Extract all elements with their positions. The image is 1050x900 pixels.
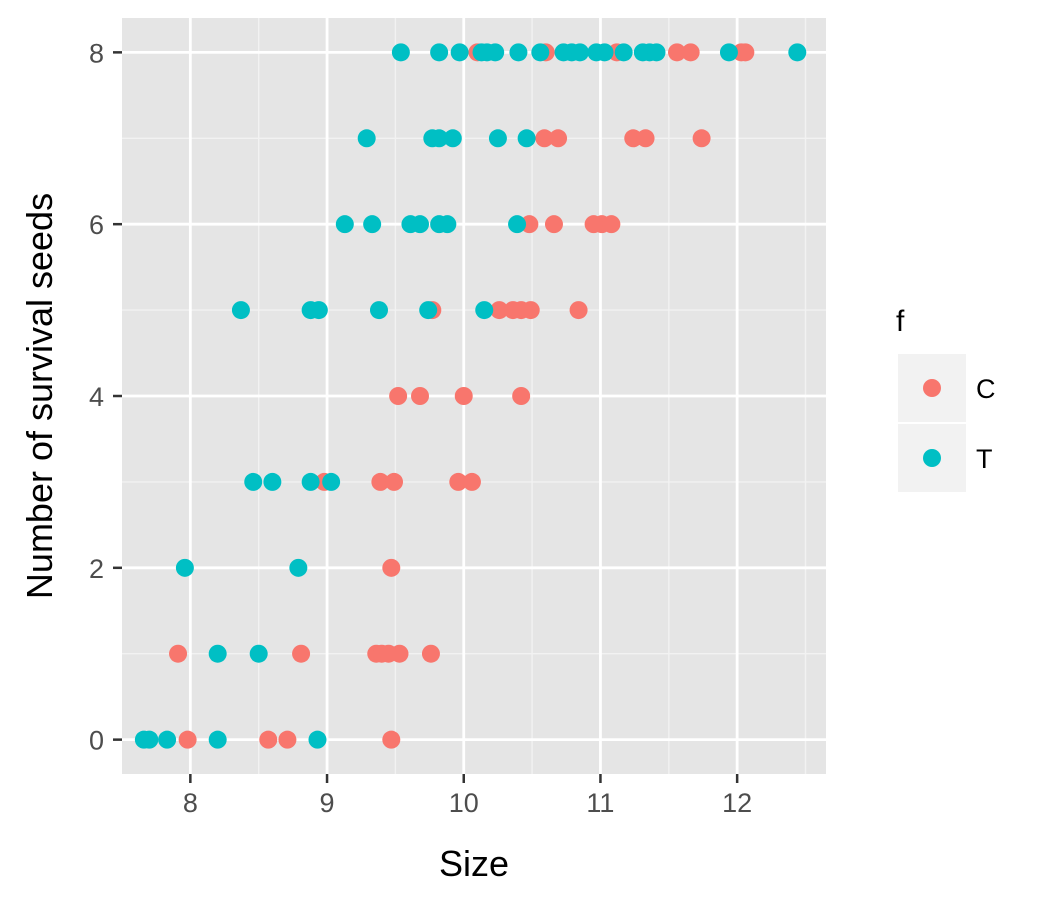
data-point-T [647,43,666,62]
data-point-T [391,43,410,62]
data-point-T [450,43,469,62]
data-point-C [736,43,755,62]
data-point-C [535,129,554,148]
data-point-T [475,301,494,320]
data-point-T [430,129,449,148]
major-gridlines [122,18,826,774]
legend-label-C: C [976,374,996,404]
data-point-T [595,43,614,62]
data-point-T [508,215,527,234]
data-point-C [624,129,643,148]
x-tick-label: 9 [320,788,335,818]
y-axis-title: Number of survival seeds [19,193,60,599]
y-tick-label: 4 [89,382,104,412]
x-tick-label: 11 [586,788,614,818]
legend-items: CT [898,354,996,492]
data-point-T [208,644,227,663]
data-point-T [289,558,308,577]
data-point-T [570,43,589,62]
y-tick-label: 8 [89,38,104,68]
data-point-C [411,387,430,405]
data-point-T [308,730,327,749]
legend-label-T: T [976,444,993,474]
data-point-T [430,43,449,62]
data-point-T [411,215,430,234]
data-point-C [544,215,563,234]
data-point-C [390,644,409,663]
data-point-C [259,730,278,749]
data-point-C [520,215,539,234]
data-point-C [449,472,468,491]
data-point-T [301,472,320,491]
y-tick-label: 0 [89,726,104,756]
axis-ticks [113,51,739,783]
data-point-T [788,43,807,62]
data-point-T [419,301,438,320]
data-point-T [208,730,227,749]
y-tick-labels: 0 2 4 6 8 [89,38,104,755]
data-point-T [249,644,268,663]
data-points [134,43,807,749]
data-point-C [292,644,311,663]
data-point-T [614,43,633,62]
data-point-C [421,644,440,663]
data-point-T [357,129,376,148]
legend-marker-T [923,449,941,467]
data-point-T [363,215,382,234]
data-point-T [531,43,550,62]
data-point-T [309,301,328,320]
data-point-T [335,215,354,234]
data-point-C [521,301,540,320]
data-point-C [549,129,568,148]
x-tick-label: 12 [722,788,752,818]
legend-marker-C [923,379,941,397]
data-point-C [602,215,621,234]
data-point-C [512,387,531,405]
data-point-C [371,472,390,491]
data-point-C [382,558,401,577]
x-axis-title: Size [439,843,509,884]
legend: f CT [896,305,996,492]
x-tick-labels: 8 9 10 11 12 [183,788,752,818]
data-point-T [438,215,457,234]
x-tick-label: 10 [449,788,479,818]
data-point-T [488,129,507,148]
data-point-T [263,472,282,491]
data-point-C [569,301,588,320]
data-point-C [278,730,297,749]
data-point-T [140,730,159,749]
data-point-T [443,129,462,148]
data-point-C [382,730,401,749]
data-point-T [158,730,177,749]
data-point-T [486,43,505,62]
data-point-T [517,129,536,148]
data-point-C [389,387,408,405]
data-point-C [636,129,655,148]
data-point-T [175,558,194,577]
x-tick-label: 8 [183,788,198,818]
data-point-C [462,472,481,491]
data-point-C [667,43,686,62]
data-point-C [454,387,473,405]
data-point-T [509,43,528,62]
legend-title: f [896,305,905,338]
data-point-C [385,472,404,491]
data-point-C [490,301,509,320]
data-point-C [681,43,700,62]
data-point-C [169,644,188,663]
data-point-T [719,43,738,62]
y-tick-label: 6 [89,210,104,240]
data-point-T [244,472,263,491]
data-point-T [369,301,388,320]
y-tick-label: 2 [89,554,104,584]
data-point-C [178,730,197,749]
data-point-T [231,301,250,320]
data-point-T [322,472,341,491]
data-point-C [692,129,711,148]
